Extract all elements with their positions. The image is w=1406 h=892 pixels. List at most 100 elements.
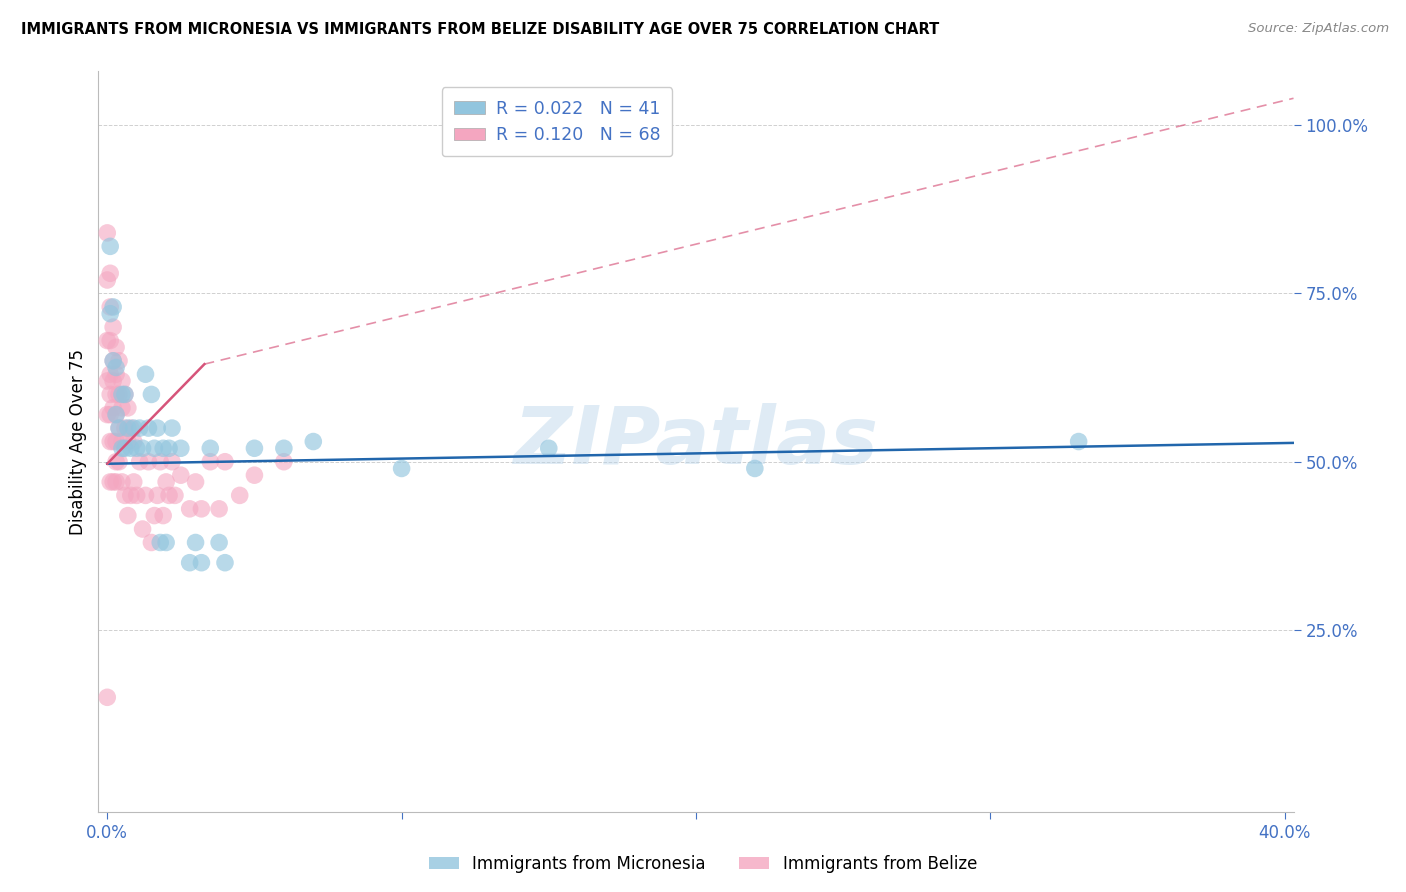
Point (105, 387, 128, 401)
Point (96, 690, 118, 705)
Point (108, 421, 131, 435)
Point (184, 475, 207, 489)
Point (273, 455, 295, 469)
Legend: Immigrants from Micronesia, Immigrants from Belize: Immigrants from Micronesia, Immigrants f… (422, 848, 984, 880)
Point (98, 239, 121, 253)
Point (111, 387, 134, 401)
Point (138, 421, 160, 435)
Point (114, 387, 136, 401)
Point (98, 475, 121, 489)
Point (101, 353, 124, 368)
Point (96, 374, 118, 388)
Point (143, 508, 166, 523)
Point (152, 442, 174, 456)
Point (125, 488, 148, 502)
Point (101, 353, 124, 368)
Point (537, 442, 560, 456)
Point (96, 408, 118, 422)
Point (134, 488, 156, 502)
Point (302, 434, 325, 449)
Point (184, 535, 207, 549)
Point (128, 421, 150, 435)
Point (391, 461, 413, 475)
Point (243, 468, 266, 483)
Point (146, 421, 169, 435)
Point (134, 368, 156, 382)
Point (96, 226, 118, 240)
Point (146, 488, 169, 502)
Point (114, 387, 136, 401)
Text: IMMIGRANTS FROM MICRONESIA VS IMMIGRANTS FROM BELIZE DISABILITY AGE OVER 75 CORR: IMMIGRANTS FROM MICRONESIA VS IMMIGRANTS… (21, 22, 939, 37)
Point (122, 475, 145, 489)
Point (170, 442, 193, 456)
Point (111, 401, 134, 415)
Text: ZIPatlas: ZIPatlas (513, 402, 879, 481)
Point (208, 501, 231, 516)
Point (120, 488, 142, 502)
Point (105, 408, 128, 422)
Point (160, 455, 183, 469)
Point (117, 508, 139, 523)
Point (105, 475, 128, 489)
Point (98, 300, 121, 314)
Point (105, 368, 128, 382)
Point (163, 488, 186, 502)
Point (98, 368, 121, 382)
Point (744, 461, 766, 475)
Point (208, 535, 231, 549)
Point (105, 340, 128, 354)
Point (101, 374, 124, 388)
Point (111, 475, 134, 489)
Point (101, 300, 124, 314)
Point (101, 434, 124, 449)
Point (122, 434, 145, 449)
Point (157, 442, 180, 456)
Text: Source: ZipAtlas.com: Source: ZipAtlas.com (1249, 22, 1389, 36)
Point (149, 535, 172, 549)
Point (108, 421, 131, 435)
Point (111, 374, 134, 388)
Point (200, 442, 222, 456)
Point (190, 556, 212, 570)
Point (105, 408, 128, 422)
Point (98, 434, 121, 449)
Point (108, 353, 131, 368)
Point (114, 442, 136, 456)
Point (101, 401, 124, 415)
Point (111, 434, 134, 449)
Point (114, 488, 136, 502)
Point (111, 442, 134, 456)
Point (131, 442, 153, 456)
Point (96, 334, 118, 348)
Point (101, 320, 124, 334)
Point (152, 508, 174, 523)
Point (200, 455, 222, 469)
Point (131, 522, 153, 536)
Point (125, 442, 148, 456)
Point (157, 488, 180, 502)
Point (108, 387, 131, 401)
Point (117, 434, 139, 449)
Point (143, 442, 166, 456)
Point (141, 535, 163, 549)
Point (120, 421, 142, 435)
Point (101, 475, 124, 489)
Point (98, 334, 121, 348)
Point (160, 421, 183, 435)
Point (108, 455, 131, 469)
Point (120, 442, 142, 456)
Point (98, 408, 121, 422)
Point (98, 266, 121, 280)
Point (138, 455, 160, 469)
Point (105, 455, 128, 469)
Point (98, 387, 121, 401)
Point (243, 442, 266, 456)
Point (96, 273, 118, 287)
Point (155, 535, 177, 549)
Point (117, 401, 139, 415)
Point (170, 468, 193, 483)
Point (122, 421, 145, 435)
Point (98, 307, 121, 321)
Point (179, 501, 201, 516)
Point (114, 421, 136, 435)
